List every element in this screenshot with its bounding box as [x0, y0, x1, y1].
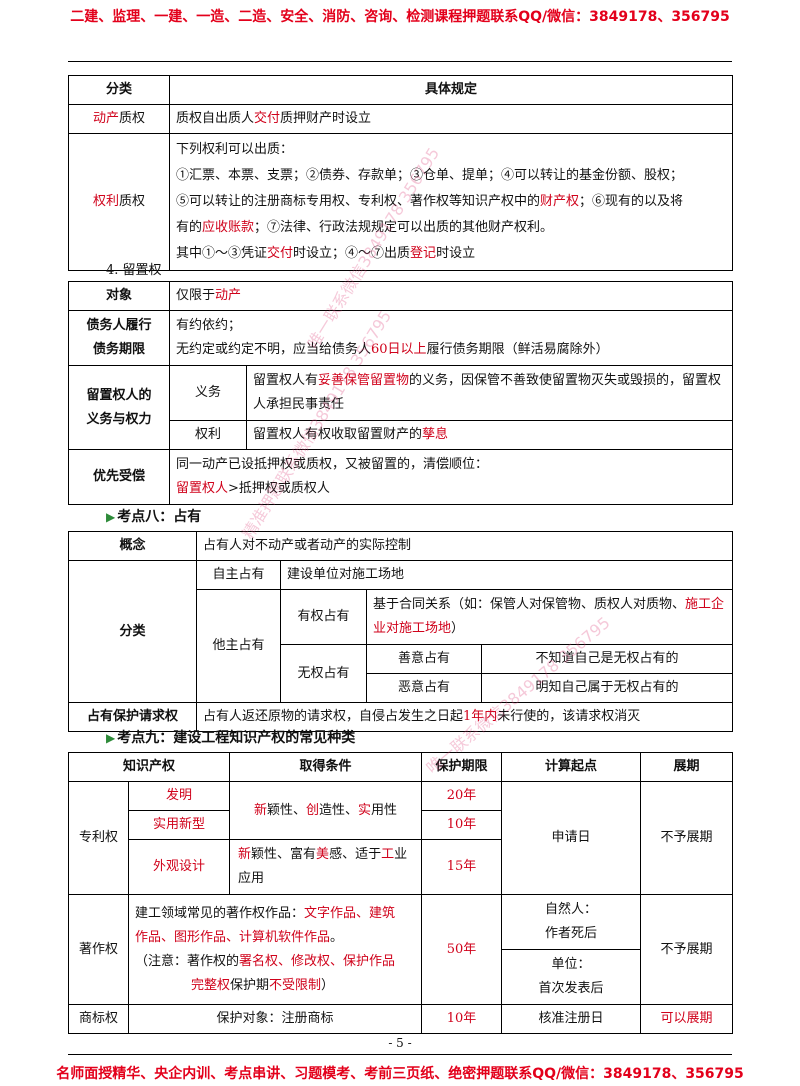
table-row: 实用新型 10年 — [69, 810, 733, 840]
pledge-table: 分类 具体规定 动产质权 质权自出质人交付质押财产时设立 权利质权 下列权利可以… — [68, 75, 733, 271]
possession-concept-label: 概念 — [68, 531, 197, 561]
table-row: 著作权 建工领域常见的著作权作品：文字作品、建筑 作品、图形作品、计算机软件作品… — [68, 894, 734, 1005]
lien-power-label: 权利 — [169, 420, 247, 450]
pledge-header-rules: 具体规定 — [169, 75, 733, 105]
table-row: 权利质权 下列权利可以出质： ①汇票、本票、支票；②债券、存款单；③仓单、提单；… — [68, 133, 733, 271]
invention-condition: 新颖性、创造性、实用性 — [229, 781, 423, 840]
patent-label: 专利权 — [68, 781, 129, 895]
patent-extension: 不予展期 — [640, 781, 734, 895]
lien-power-text: 留置权人有权收取留置财产的孳息 — [246, 420, 733, 450]
table-row: 单位： 首次发表后 — [69, 949, 733, 1005]
trademark-condition: 保护对象：注册商标 — [127, 1004, 423, 1034]
rights-pledge-label: 权利质权 — [68, 133, 170, 271]
invention-label: 发明 — [127, 781, 231, 811]
lien-object-label: 对象 — [68, 281, 170, 311]
bad-faith-text: 明知自己属于无权占有的 — [480, 673, 734, 703]
lien-priority-label: 优先受偿 — [68, 449, 170, 505]
trademark-label: 商标权 — [68, 1004, 129, 1034]
table-row: 分类 自主占有 建设单位对施工场地 — [68, 560, 734, 703]
table-row: 专利权 发明 新颖性、创造性、实用性 20年 申请日 不予展期 — [68, 781, 734, 895]
ip-table: 知识产权 取得条件 保护期限 计算起点 展期 专利权 发明 新颖性、创造性、实用… — [67, 752, 734, 1034]
patent-start: 申请日 — [501, 781, 642, 895]
section-possession-title: ▶ 考点八：占有 — [106, 509, 202, 525]
header-banner: 二建、监理、一建、一造、二造、安全、消防、咨询、检测课程押题联系QQ/微信：38… — [70, 9, 730, 25]
table-row: 对象 仅限于动产 — [68, 281, 733, 311]
table-row: 债务人履行 债务期限 有约依约； 无约定或约定不明，应当给债务人60日以上履行债务… — [68, 310, 733, 366]
lien-priority-text: 同一动产已设抵押权或质权，又被留置的，清偿顺位： 留置权人>抵押权或质权人 — [169, 449, 733, 505]
utility-label: 实用新型 — [127, 810, 231, 840]
copyright-label: 著作权 — [68, 894, 129, 1005]
lien-debt-term-text: 有约依约； 无约定或约定不明，应当给债务人60日以上履行债务期限（鲜活易腐除外） — [169, 310, 733, 366]
copyright-extension: 不予展期 — [640, 894, 734, 1005]
copyright-term: 50年 — [421, 894, 503, 1005]
table-row: 占有保护请求权 占有人返还原物的请求权，自侵占发生之日起1年内未行使的，该请求权… — [68, 702, 734, 732]
copyright-entity-start: 单位： 首次发表后 — [501, 949, 642, 1005]
possession-classification-label: 分类 — [68, 560, 197, 703]
table-row: 优先受偿 同一动产已设抵押权或质权，又被留置的，清偿顺位： 留置权人>抵押权或质… — [68, 449, 733, 505]
rightful-possession-label: 有权占有 — [280, 589, 367, 645]
header-rule — [68, 61, 732, 62]
copyright-natural-start: 自然人： 作者死后 — [501, 894, 642, 950]
design-condition: 新颖性、富有美感、适于工业应用 — [229, 839, 423, 895]
rightful-possession-text: 基于合同关系（如：保管人对保管物、质权人对质物、施工企业对施工场地） — [365, 589, 734, 645]
lien-duty-text: 留置权人有妥善保管留置物的义务，因保管不善致使留置物灭失或毁损的，留置权人承担民… — [246, 365, 733, 421]
triangle-icon: ▶ — [106, 510, 116, 524]
table-row: 概念 占有人对不动产或者动产的实际控制 — [68, 531, 734, 561]
lien-object-text: 仅限于动产 — [169, 281, 733, 311]
utility-term: 10年 — [421, 810, 503, 840]
self-possession-text: 建设单位对施工场地 — [279, 560, 734, 590]
trademark-term: 10年 — [421, 1004, 503, 1034]
design-label: 外观设计 — [127, 839, 231, 895]
possession-protection-text: 占有人返还原物的请求权，自侵占发生之日起1年内未行使的，该请求权消灭 — [195, 702, 734, 732]
other-possession-label: 他主占有 — [196, 589, 281, 703]
ip-header-type: 知识产权 — [67, 752, 231, 782]
ip-header-condition: 取得条件 — [229, 752, 423, 782]
invention-term: 20年 — [421, 781, 503, 811]
table-row: 留置权人的 义务与权力 义务 留置权人有妥善保管留置物的义务，因保管不善致使留置物… — [68, 365, 733, 450]
good-faith-text: 不知道自己是无权占有的 — [480, 644, 734, 674]
possession-protection-label: 占有保护请求权 — [68, 702, 197, 732]
section-ip-title: ▶ 考点九：建设工程知识产权的常见种类 — [106, 730, 356, 746]
footer-rule — [68, 1054, 732, 1055]
possession-concept-text: 占有人对不动产或者动产的实际控制 — [195, 531, 734, 561]
triangle-icon: ▶ — [106, 731, 116, 745]
lien-table: 对象 仅限于动产 债务人履行 债务期限 有约依约； 无约定或约定不明，应当给债务人… — [68, 281, 733, 505]
table-row: 外观设计 新颖性、富有美感、适于工业应用 15年 — [69, 839, 733, 895]
unrightful-possession-label: 无权占有 — [280, 644, 367, 703]
lien-duty-label: 义务 — [169, 365, 247, 421]
table-row: 恶意占有 明知自己属于无权占有的 — [69, 673, 734, 703]
footer-banner: 名师面授精华、央企内训、考点串讲、习题模考、考前三页纸、绝密押题联系QQ/微信：… — [56, 1066, 744, 1082]
movable-pledge-label: 动产质权 — [68, 104, 170, 134]
movable-pledge-text: 质权自出质人交付质押财产时设立 — [169, 104, 733, 134]
self-possession-label: 自主占有 — [196, 560, 281, 590]
lien-duty-power-label: 留置权人的 义务与权力 — [68, 365, 170, 450]
design-term: 15年 — [421, 839, 503, 895]
table-row: 他主占有 有权占有 基于合同关系（如：保管人对保管物、质权人对质物、施工企业对施… — [69, 589, 734, 703]
lien-title: 4. 留置权 — [106, 263, 162, 278]
rights-pledge-text: 下列权利可以出质： ①汇票、本票、支票；②债券、存款单；③仓单、提单；④可以转让… — [169, 133, 733, 271]
possession-table: 概念 占有人对不动产或者动产的实际控制 分类 自主占有 建设单位对施工场地 他主… — [68, 531, 734, 732]
table-row: 动产质权 质权自出质人交付质押财产时设立 — [68, 104, 733, 134]
page-number: - 5 - — [388, 1036, 412, 1050]
lien-debt-term-label: 债务人履行 债务期限 — [68, 310, 170, 366]
good-faith-label: 善意占有 — [366, 644, 482, 674]
ip-header-start: 计算起点 — [501, 752, 642, 782]
bad-faith-label: 恶意占有 — [366, 673, 482, 703]
table-row: 权利 留置权人有权收取留置财产的孳息 — [69, 420, 733, 450]
pledge-header-category: 分类 — [68, 75, 170, 105]
copyright-condition: 建工领域常见的著作权作品：文字作品、建筑 作品、图形作品、计算机软件作品。 （注… — [127, 894, 423, 1005]
table-row: 商标权 保护对象：注册商标 10年 核准注册日 可以展期 — [68, 1004, 734, 1034]
ip-header-extension: 展期 — [640, 752, 734, 782]
trademark-extension: 可以展期 — [640, 1004, 734, 1034]
trademark-start: 核准注册日 — [501, 1004, 642, 1034]
